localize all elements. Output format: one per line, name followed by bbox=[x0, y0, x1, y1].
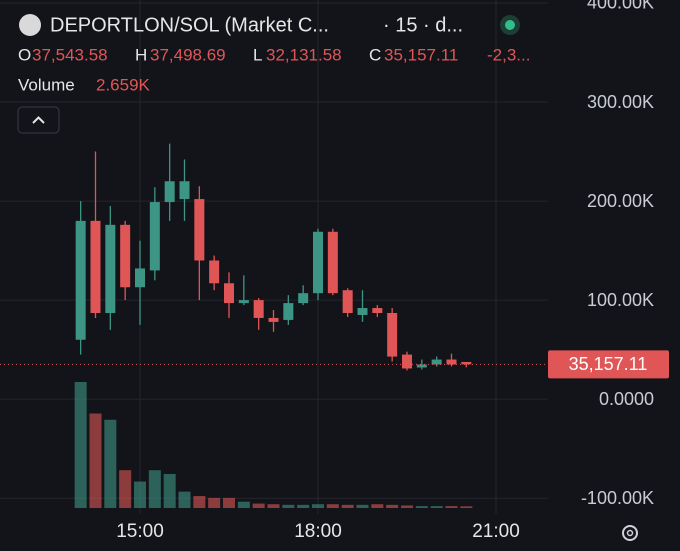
volume-bar bbox=[74, 382, 87, 508]
collapse-button[interactable] bbox=[17, 106, 60, 134]
volume-bar bbox=[223, 497, 235, 508]
volume-bar bbox=[237, 501, 250, 508]
c-label: C bbox=[369, 45, 381, 64]
chart-subtitle: · 15 · d... bbox=[383, 14, 463, 36]
token-icon bbox=[19, 14, 41, 36]
volume-bar bbox=[193, 496, 206, 508]
volume-bar bbox=[104, 419, 117, 508]
status-dot bbox=[505, 20, 515, 30]
candle-body bbox=[416, 364, 427, 368]
y-tick-label: 400.00K bbox=[587, 0, 654, 13]
candle-body bbox=[387, 312, 398, 357]
l-label: L bbox=[253, 45, 262, 64]
candle-body bbox=[342, 290, 353, 313]
y-tick-label: 100.00K bbox=[587, 290, 654, 310]
volume-bar bbox=[445, 506, 458, 508]
candle-body bbox=[283, 303, 294, 320]
candle-body bbox=[313, 231, 323, 294]
settings-icon bbox=[626, 529, 634, 537]
y-tick-label: -100.00K bbox=[581, 488, 654, 508]
plot bbox=[74, 143, 473, 508]
candle-body bbox=[90, 220, 101, 313]
volume-bar bbox=[326, 504, 339, 508]
o-label: O bbox=[18, 45, 31, 64]
candle-body bbox=[431, 359, 442, 365]
x-tick-label: 15:00 bbox=[116, 521, 164, 542]
volume-bar bbox=[178, 491, 191, 508]
candle-body bbox=[327, 231, 338, 294]
volume-bar bbox=[386, 504, 399, 508]
candle-body bbox=[402, 354, 412, 369]
volume-bar bbox=[208, 497, 221, 508]
c-value: 35,157.11 bbox=[384, 45, 458, 64]
candle-body bbox=[238, 300, 249, 304]
volume-bar bbox=[356, 504, 369, 508]
h-label: H bbox=[135, 45, 147, 64]
volume-bar bbox=[460, 506, 473, 508]
volume-bar bbox=[282, 504, 295, 508]
volume-bar bbox=[89, 413, 102, 508]
volume-bar bbox=[163, 473, 176, 508]
candle-body bbox=[164, 181, 175, 203]
volume-bar bbox=[297, 504, 310, 508]
candle-body bbox=[268, 317, 279, 322]
candle-body bbox=[75, 220, 86, 340]
h-value: 37,498.69 bbox=[150, 45, 226, 64]
chart-title: DEPORTLON/SOL (Market C... bbox=[50, 14, 329, 36]
candle-body bbox=[209, 260, 220, 284]
volume-bar bbox=[415, 506, 428, 508]
volume-bar bbox=[371, 504, 384, 508]
volume-bar bbox=[148, 470, 161, 508]
y-tick-label: 200.00K bbox=[587, 191, 654, 211]
last-price-tag bbox=[548, 350, 669, 379]
collapse-icon bbox=[32, 116, 45, 124]
ohlc-header: O 37,543.58 H 37,498.69 L 32,131.58 C 35… bbox=[18, 45, 530, 94]
volume-label: Volume bbox=[18, 75, 75, 94]
x-tick-label: 18:00 bbox=[294, 521, 342, 542]
candle-body bbox=[298, 293, 309, 304]
settings-button[interactable] bbox=[622, 525, 638, 541]
candle-body bbox=[105, 224, 116, 313]
candle-body bbox=[120, 224, 131, 288]
volume-bar bbox=[119, 470, 132, 508]
volume-bar bbox=[252, 503, 265, 508]
volume-value: 2.659K bbox=[96, 75, 151, 94]
volume-bar bbox=[341, 504, 354, 508]
volume-bar bbox=[401, 505, 413, 508]
candle-body bbox=[372, 308, 383, 313]
volume-bar bbox=[134, 481, 146, 508]
volume-bar bbox=[312, 504, 324, 508]
candle-body bbox=[179, 181, 190, 200]
y-tick-label: 300.00K bbox=[587, 92, 654, 112]
candle-body bbox=[357, 308, 368, 315]
y-tick-label: 0.0000 bbox=[599, 389, 654, 409]
candle-body bbox=[446, 359, 457, 365]
change-value: -2,3... bbox=[487, 45, 530, 64]
o-value: 37,543.58 bbox=[32, 45, 108, 64]
candle-body bbox=[149, 202, 160, 271]
l-value: 32,131.58 bbox=[266, 45, 342, 64]
volume-bar bbox=[267, 504, 280, 508]
candle-body bbox=[461, 361, 472, 365]
volume-bar bbox=[430, 506, 443, 508]
candle-body bbox=[224, 283, 234, 304]
candle-body bbox=[194, 199, 205, 261]
x-tick-label: 21:00 bbox=[472, 521, 520, 542]
candle-body bbox=[135, 268, 145, 288]
candle-body bbox=[253, 300, 264, 318]
last-price-label: 35,157.11 bbox=[569, 354, 648, 374]
